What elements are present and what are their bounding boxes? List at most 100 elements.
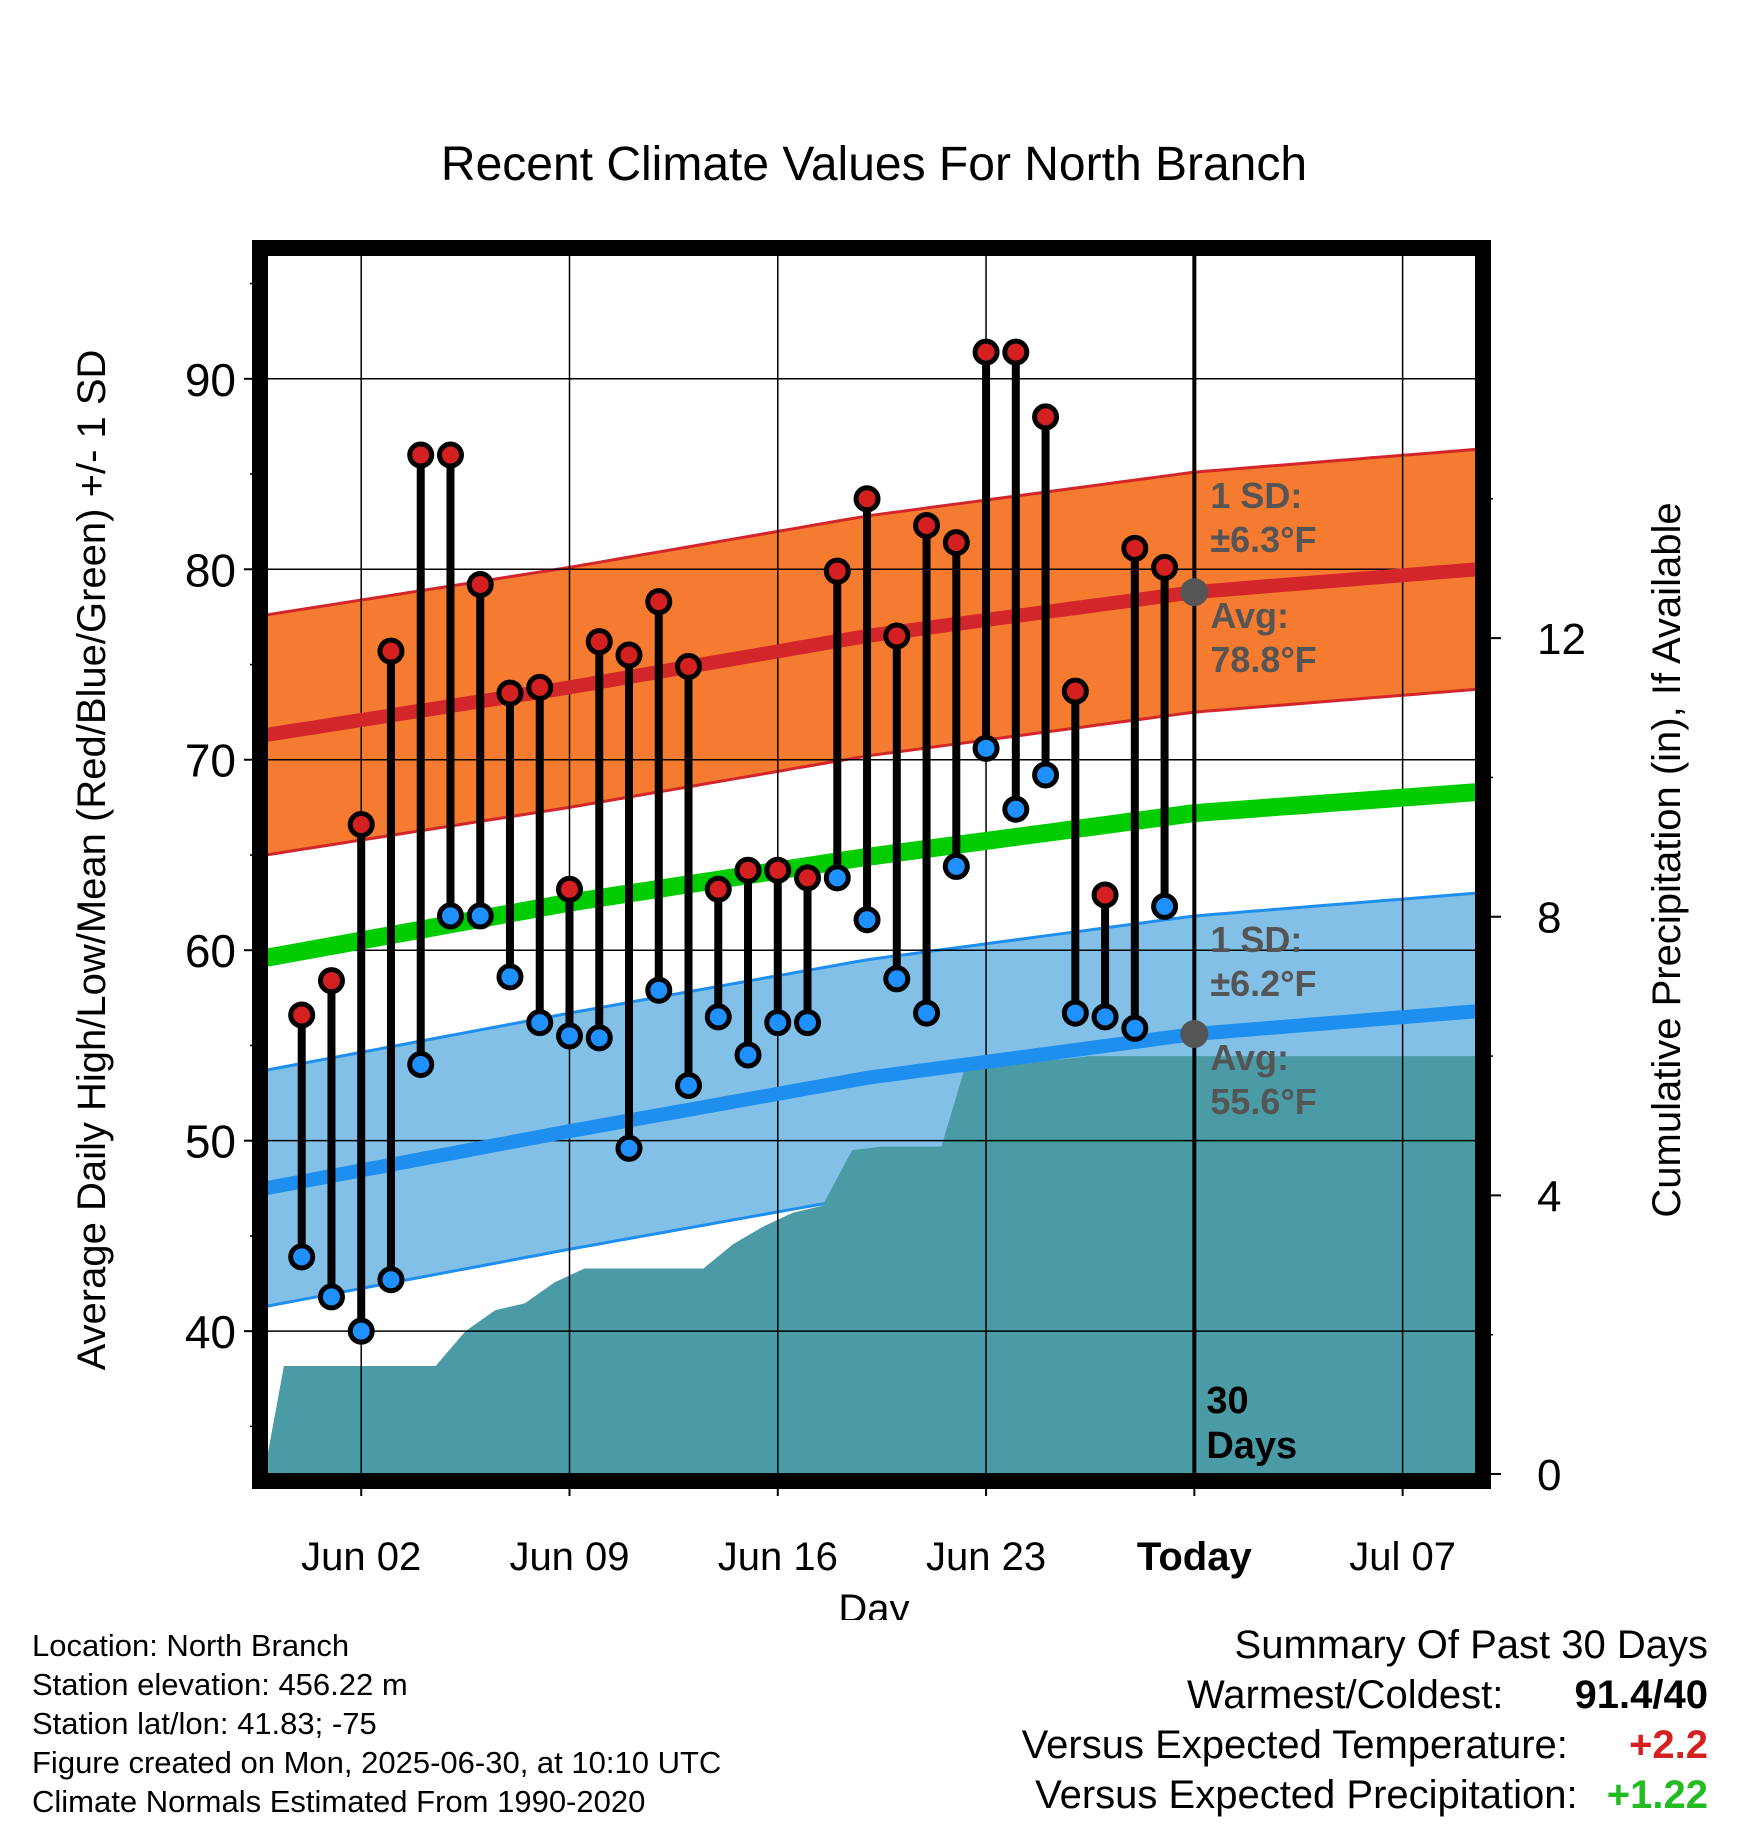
daily-high-point <box>526 673 554 701</box>
daily-high-point <box>704 875 732 903</box>
daily-high-point <box>615 641 643 669</box>
daily-high-point <box>972 338 1000 366</box>
daily-low-point <box>853 906 881 934</box>
daily-low-point <box>347 1317 375 1345</box>
daily-low-point <box>377 1266 405 1294</box>
plot-frame <box>252 240 1491 1489</box>
y2-tick-label: 0 <box>1537 1451 1561 1500</box>
daily-low-point <box>526 1009 554 1037</box>
x-tick-label: Today <box>1137 1535 1253 1579</box>
daily-high-point <box>585 628 613 656</box>
daily-high-point <box>1061 677 1089 705</box>
low-sd-title: 1 SD: <box>1210 919 1302 960</box>
daily-high-point <box>317 967 345 995</box>
summary-warm-cold: Warmest/Coldest: 91.4/40 <box>1022 1670 1708 1720</box>
daily-high-point <box>1091 881 1119 909</box>
y-tick-label: 60 <box>185 925 236 977</box>
y-tick-label: 40 <box>185 1306 236 1358</box>
temp-anomaly-value: +2.2 <box>1629 1723 1708 1767</box>
daily-low-point <box>1032 761 1060 789</box>
daily-high-point <box>675 652 703 680</box>
low-sd-value: ±6.2°F <box>1210 963 1316 1004</box>
daily-range-stems <box>297 352 1169 1332</box>
daily-low-point <box>794 1009 822 1037</box>
chart-title: Recent Climate Values For North Branch <box>441 138 1307 191</box>
y-tick-label: 80 <box>185 544 236 596</box>
daily-high-point <box>883 622 911 650</box>
daily-low-point <box>407 1050 435 1078</box>
summary-precip: Versus Expected Precipitation: +1.22 <box>1022 1770 1708 1820</box>
warm-cold-value: 91.4/40 <box>1574 1673 1708 1717</box>
daily-low-point <box>496 963 524 991</box>
daily-high-point <box>436 441 464 469</box>
daily-low-point <box>704 1003 732 1031</box>
low-sd-band-upper-edge <box>266 891 1477 1072</box>
daily-low-point <box>555 1022 583 1050</box>
daily-low-point <box>972 734 1000 762</box>
station-info: Location: North Branch Station elevation… <box>32 1626 721 1821</box>
normal-high-line <box>266 562 1477 742</box>
y-tick-label: 70 <box>185 735 236 787</box>
daily-low-point <box>585 1024 613 1052</box>
daily-low-point <box>1121 1014 1149 1042</box>
normal-low-line <box>266 1004 1477 1196</box>
daily-low-point <box>823 864 851 892</box>
daily-low-point <box>913 999 941 1027</box>
daily-high-point <box>794 864 822 892</box>
daily-high-point <box>913 511 941 539</box>
high-avg-title: Avg: <box>1210 595 1289 636</box>
high-avg-value: 78.8°F <box>1210 639 1316 680</box>
daily-high-point <box>496 679 524 707</box>
daily-low-point <box>764 1009 792 1037</box>
daily-low-point <box>466 902 494 930</box>
daily-low-point <box>288 1243 316 1271</box>
x-tick-label: Jun 16 <box>718 1535 838 1579</box>
plot-border <box>252 240 1491 1489</box>
summary-temp: Versus Expected Temperature: +2.2 <box>1022 1720 1708 1770</box>
daily-low-point <box>645 976 673 1004</box>
daily-low-point <box>1002 795 1030 823</box>
daily-high-point <box>853 485 881 513</box>
high-sd-value: ±6.3°F <box>1210 519 1316 560</box>
figure-created: Figure created on Mon, 2025-06-30, at 10… <box>32 1745 722 1780</box>
daily-markers <box>288 338 1179 1345</box>
warm-cold-label: Warmest/Coldest: <box>1187 1673 1504 1717</box>
precip-anomaly-label: Versus Expected Precipitation: <box>1035 1773 1578 1817</box>
y2-tick-label: 4 <box>1537 1172 1561 1221</box>
axes: 40 50 60 70 80 90 0 4 8 12 Jun 02 Jun 09 Jun 16 Jun 2… <box>185 282 1586 1579</box>
x-axis-label: Day <box>838 1587 909 1620</box>
daily-high-point <box>1002 338 1030 366</box>
y2-axis-label: Cumulative Precipitation (in), If Availa… <box>1645 502 1689 1217</box>
daily-low-point <box>942 852 970 880</box>
low-avg-dot <box>1180 1020 1209 1049</box>
daily-low-point <box>615 1134 643 1162</box>
daily-high-point <box>466 571 494 599</box>
x-tick-label: Jun 09 <box>509 1535 629 1579</box>
daily-high-point <box>377 637 405 665</box>
daily-high-point <box>645 588 673 616</box>
climate-chart: Recent Climate Values For North Branch 3… <box>70 138 1689 1620</box>
y-tick-label: 50 <box>185 1116 236 1168</box>
high-sd-title: 1 SD: <box>1210 475 1302 516</box>
daily-low-point <box>883 965 911 993</box>
daily-high-point <box>347 811 375 839</box>
daily-high-point <box>764 856 792 884</box>
high-avg-dot <box>1180 578 1209 607</box>
precip-anomaly-value: +1.22 <box>1606 1773 1708 1817</box>
today-days-label: Days <box>1206 1425 1297 1467</box>
daily-high-point <box>942 529 970 557</box>
low-avg-value: 55.6°F <box>1210 1081 1316 1122</box>
daily-low-point <box>734 1041 762 1069</box>
station-elevation: Station elevation: 456.22 m <box>32 1667 408 1702</box>
daily-high-point <box>555 875 583 903</box>
today-days-label: 30 <box>1206 1380 1248 1422</box>
grid-lines <box>266 255 1477 1474</box>
low-avg-title: Avg: <box>1210 1037 1289 1078</box>
normals-period: Climate Normals Estimated From 1990-2020 <box>32 1784 646 1819</box>
y-axis-label: Average Daily High/Low/Mean (Red/Blue/Gr… <box>70 350 114 1371</box>
daily-low-point <box>436 902 464 930</box>
daily-high-point <box>1121 534 1149 562</box>
high-sd-band-lower-edge <box>266 687 1477 857</box>
